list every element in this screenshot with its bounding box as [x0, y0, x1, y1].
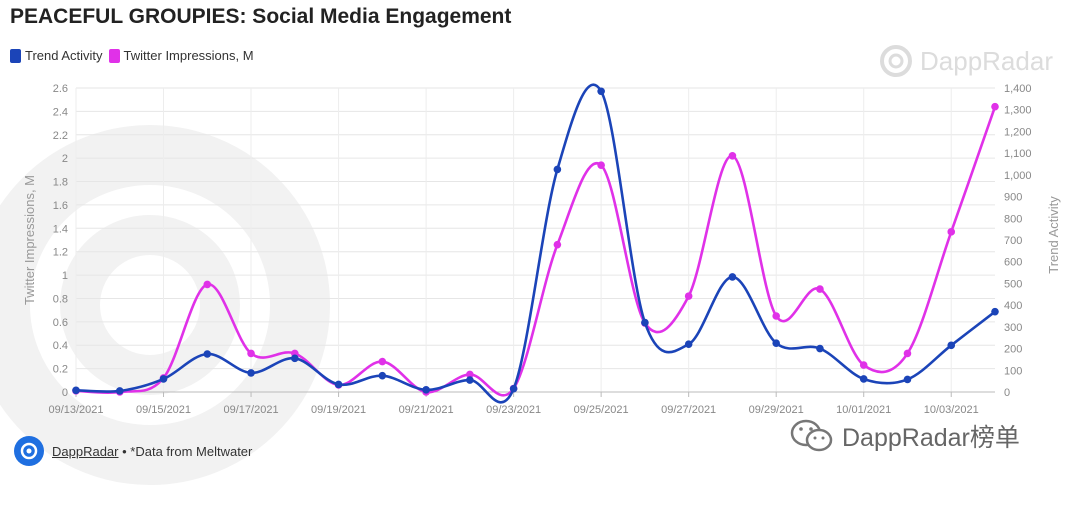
data-point-trend-activity: [641, 318, 649, 327]
data-point-twitter-impressions-m: [597, 161, 605, 169]
legend-item-trend-activity[interactable]: Trend Activity: [10, 48, 103, 63]
y-right-tick-label: 400: [1004, 300, 1022, 312]
data-point-trend-activity: [72, 386, 80, 395]
legend-item-twitter-impressions[interactable]: Twitter Impressions, M: [108, 48, 254, 63]
y-left-tick-label: 0.8: [53, 293, 68, 305]
y-right-axis-title: Trend Activity: [1046, 196, 1061, 274]
data-point-trend-activity: [859, 375, 868, 383]
dappradar-link[interactable]: DappRadar: [52, 443, 119, 459]
series-line-twitter-impressions-m: [75, 106, 997, 397]
data-point-trend-activity: [728, 273, 737, 281]
watermark-brand-text: DappRadar: [920, 45, 1053, 76]
data-point-twitter-impressions-m: [947, 228, 956, 236]
data-point-twitter-impressions-m: [378, 357, 387, 366]
data-point-trend-activity: [947, 341, 956, 350]
series-line-trend-activity: [75, 83, 996, 404]
data-point-trend-activity: [115, 387, 124, 395]
y-right-tick-label: 600: [1004, 257, 1022, 269]
data-point-trend-activity: [334, 380, 343, 389]
data-point-twitter-impressions-m: [728, 152, 737, 160]
y-left-tick-label: 0.2: [53, 364, 68, 376]
y-left-axis-title: Twitter Impressions, M: [22, 175, 37, 305]
y-right-tick-label: 700: [1004, 235, 1022, 247]
data-point-twitter-impressions-m: [466, 370, 474, 379]
data-point-trend-activity: [291, 354, 299, 363]
y-left-tick-label: 1.2: [53, 247, 68, 259]
data-point-trend-activity: [422, 386, 430, 394]
y-left-tick-label: 0.6: [53, 317, 68, 329]
y-right-tick-label: 300: [1004, 322, 1022, 334]
data-point-twitter-impressions-m: [816, 285, 824, 293]
y-right-tick-label: 1,200: [1004, 126, 1032, 138]
x-tick-label: 09/25/2021: [574, 404, 629, 416]
data-point-trend-activity: [378, 371, 387, 380]
y-right-tick-label: 0: [1004, 387, 1010, 399]
data-point-twitter-impressions-m: [772, 312, 780, 320]
dappradar-watermark: DappRadar: [880, 45, 1053, 77]
x-tick-label: 09/23/2021: [486, 404, 541, 416]
x-tick-label: 09/19/2021: [311, 404, 366, 416]
y-right-tick-label: 1,000: [1004, 170, 1032, 182]
data-point-twitter-impressions-m: [553, 240, 562, 249]
chart-footer: DappRadar • *Data from Meltwater: [14, 436, 252, 466]
data-point-trend-activity: [553, 165, 562, 174]
data-point-twitter-impressions-m: [903, 349, 912, 358]
data-point-trend-activity: [466, 376, 474, 384]
wechat-text: DappRadar榜单: [842, 424, 1020, 452]
y-right-tick-label: 800: [1004, 213, 1022, 225]
legend-swatch-twitter-impressions: [108, 48, 120, 63]
wechat-icon: [790, 419, 833, 452]
chart-legend: Trend Activity Twitter Impressions, M: [10, 48, 254, 63]
x-tick-label: 10/01/2021: [836, 404, 891, 416]
data-point-trend-activity: [159, 375, 168, 383]
y-left-tick-label: 1: [62, 270, 68, 282]
data-point-twitter-impressions-m: [684, 292, 693, 300]
x-tick-label: 09/15/2021: [136, 404, 191, 416]
data-point-twitter-impressions-m: [247, 349, 255, 358]
data-point-twitter-impressions-m: [203, 280, 212, 289]
legend-label-twitter-impressions: Twitter Impressions, M: [123, 48, 254, 63]
wechat-badge: DappRadar榜单: [790, 418, 1020, 454]
line-chart: 0 0.2 0.4 0.6 0.8 1 1.2 1.4 1.6 1.8 2 2.2 2.4 2.6 0 100…: [22, 83, 1061, 416]
y-left-tick-label: 1.8: [53, 177, 68, 189]
legend-label-trend-activity: Trend Activity: [25, 48, 103, 63]
data-point-trend-activity: [991, 307, 999, 316]
y-left-tick-label: 1.6: [53, 200, 68, 212]
data-point-twitter-impressions-m: [991, 102, 999, 111]
y-left-tick-label: 2.6: [53, 83, 68, 95]
y-left-tick-label: 0: [62, 387, 68, 399]
dappradar-logo-icon: [880, 45, 912, 77]
x-tick-label: 09/13/2021: [48, 404, 103, 416]
y-left-tick-label: 2: [62, 153, 68, 165]
y-right-tick-label: 500: [1004, 278, 1022, 290]
y-right-tick-label: 1,100: [1004, 148, 1032, 160]
x-tick-label: 09/29/2021: [749, 404, 804, 416]
y-left-tick-label: 2.4: [53, 106, 68, 118]
data-point-trend-activity: [684, 340, 693, 349]
data-point-trend-activity: [903, 375, 912, 384]
x-tick-label: 09/27/2021: [661, 404, 716, 416]
source-note: • *Data from Meltwater: [118, 443, 253, 459]
data-point-trend-activity: [816, 344, 824, 353]
y-right-tick-label: 1,300: [1004, 105, 1032, 117]
dappradar-logo-icon: [14, 436, 44, 466]
y-right-tick-label: 1,400: [1004, 83, 1032, 95]
legend-swatch-trend-activity: [10, 48, 21, 63]
y-right-tick-label: 900: [1004, 192, 1022, 204]
y-left-tick-label: 2.2: [53, 130, 68, 142]
data-point-trend-activity: [509, 384, 518, 393]
data-point-trend-activity: [597, 87, 605, 96]
y-left-tick-label: 1.4: [53, 223, 68, 235]
data-point-twitter-impressions-m: [859, 361, 868, 369]
x-tick-label: 10/03/2021: [924, 404, 979, 416]
data-point-trend-activity: [203, 350, 212, 358]
chart-title: PEACEFUL GROUPIES: Social Media Engageme…: [10, 5, 512, 28]
y-right-tick-label: 200: [1004, 344, 1022, 356]
x-tick-label: 09/21/2021: [399, 404, 454, 416]
x-tick-label: 09/17/2021: [224, 404, 279, 416]
y-left-tick-label: 0.4: [53, 340, 68, 352]
y-right-tick-label: 100: [1004, 365, 1022, 377]
data-point-trend-activity: [247, 369, 255, 377]
data-point-trend-activity: [772, 339, 780, 347]
